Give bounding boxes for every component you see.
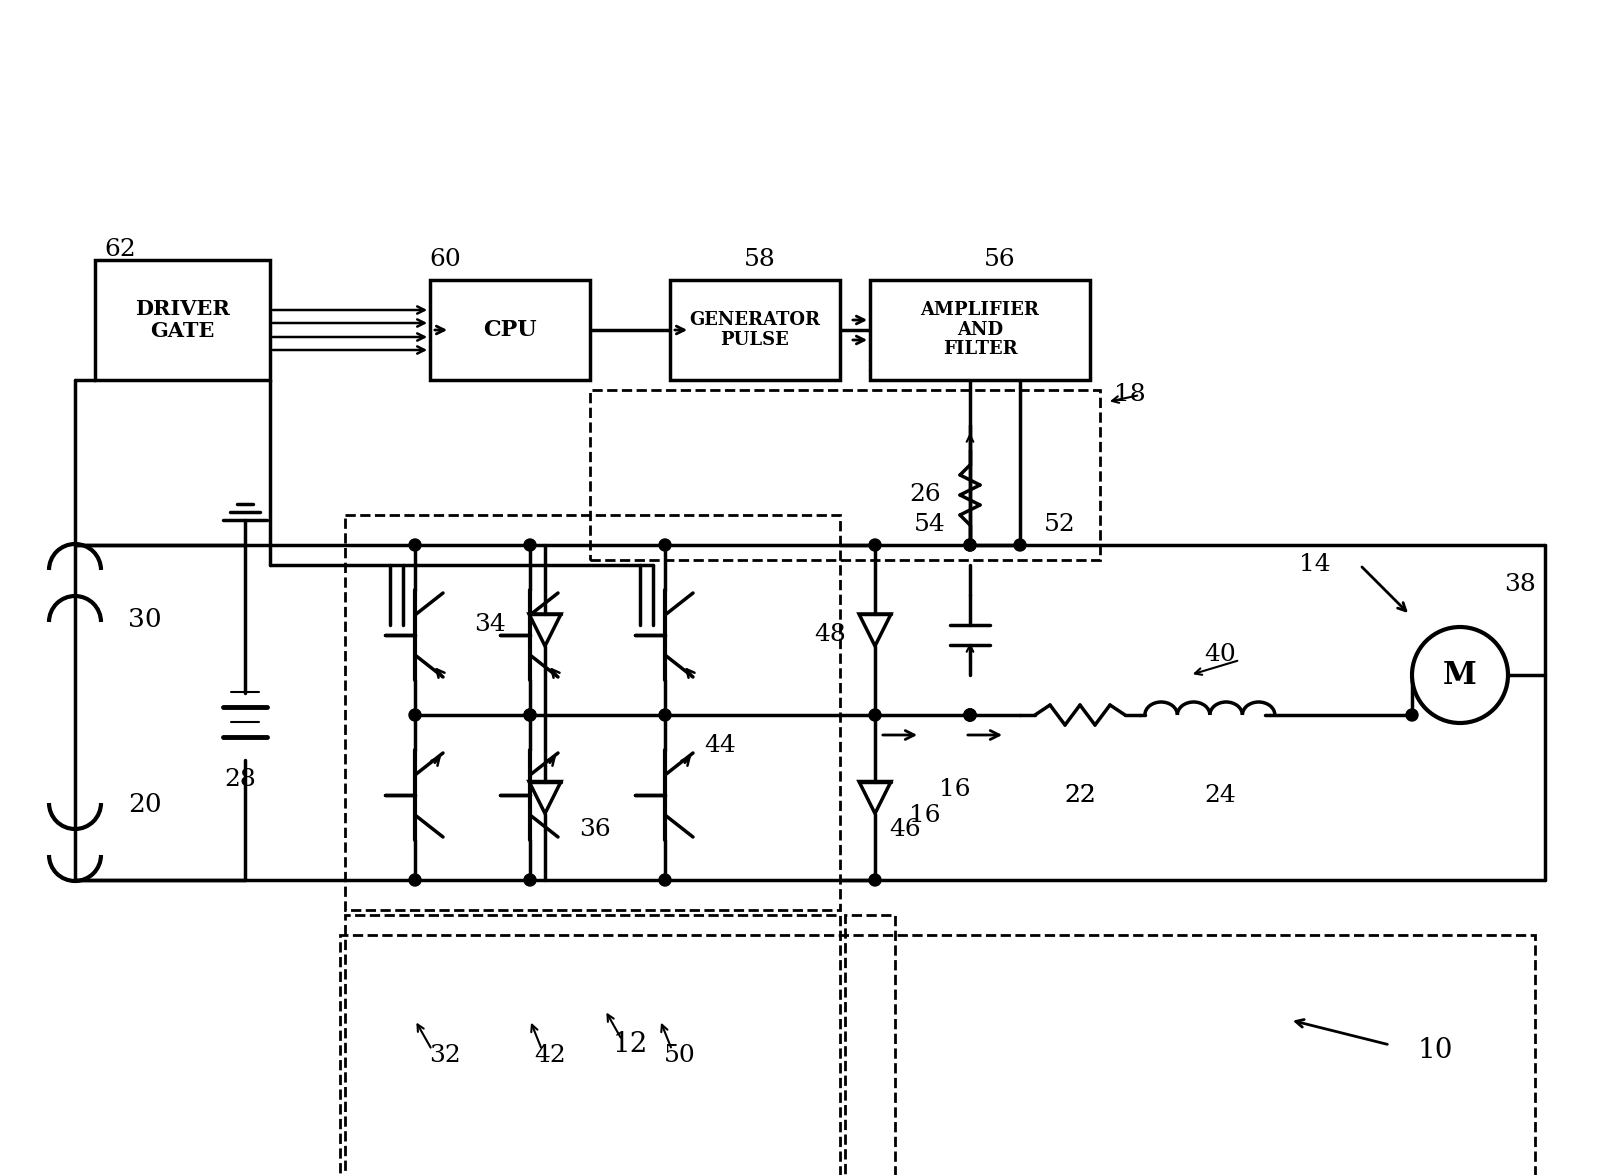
Circle shape (1410, 627, 1508, 723)
Text: FILTER: FILTER (941, 341, 1016, 358)
Text: 16: 16 (938, 779, 971, 801)
Text: 28: 28 (224, 768, 256, 792)
Circle shape (409, 874, 420, 886)
Text: M: M (1443, 659, 1475, 691)
Text: DRIVER: DRIVER (135, 298, 230, 318)
Circle shape (1406, 709, 1417, 721)
Text: 24: 24 (1203, 784, 1235, 806)
Circle shape (524, 709, 536, 721)
Circle shape (524, 709, 536, 721)
Circle shape (868, 874, 880, 886)
Text: 56: 56 (984, 248, 1016, 271)
Text: 54: 54 (914, 513, 945, 537)
Circle shape (964, 709, 975, 721)
Text: AMPLIFIER: AMPLIFIER (920, 302, 1039, 320)
Circle shape (964, 709, 975, 721)
Text: 20: 20 (128, 792, 162, 818)
Text: 48: 48 (813, 624, 846, 646)
Circle shape (964, 709, 975, 721)
Text: 32: 32 (428, 1043, 461, 1067)
Bar (844, 915, 894, 1175)
Text: 62: 62 (104, 239, 136, 262)
Circle shape (659, 874, 670, 886)
Circle shape (1013, 539, 1026, 551)
Text: 60: 60 (428, 248, 461, 271)
Bar (589, 390, 1099, 560)
Text: 18: 18 (1113, 383, 1146, 407)
Circle shape (524, 539, 536, 551)
Text: CPU: CPU (484, 318, 537, 341)
Bar (670, 280, 839, 380)
Text: 30: 30 (128, 607, 162, 632)
Bar (870, 280, 1089, 380)
Text: 16: 16 (909, 804, 940, 826)
Bar (339, 935, 1534, 1175)
Text: 38: 38 (1503, 573, 1535, 597)
Text: 12: 12 (612, 1032, 648, 1059)
Circle shape (964, 539, 975, 551)
Text: 22: 22 (1063, 784, 1096, 806)
Text: 26: 26 (909, 483, 940, 506)
Circle shape (868, 709, 880, 721)
Text: GENERATOR: GENERATOR (690, 311, 820, 329)
Circle shape (964, 539, 975, 551)
Circle shape (659, 709, 670, 721)
Text: 58: 58 (743, 248, 776, 271)
Bar (430, 280, 589, 380)
Text: 10: 10 (1417, 1036, 1453, 1063)
Text: 14: 14 (1298, 553, 1329, 577)
Circle shape (659, 539, 670, 551)
Circle shape (409, 539, 420, 551)
Text: 50: 50 (664, 1043, 695, 1067)
Text: 34: 34 (474, 613, 505, 637)
Text: GATE: GATE (151, 321, 214, 341)
Text: 42: 42 (534, 1043, 565, 1067)
Text: 46: 46 (888, 819, 920, 841)
Bar (344, 915, 839, 1175)
Text: PULSE: PULSE (721, 330, 789, 349)
Circle shape (868, 539, 880, 551)
Bar (94, 260, 269, 380)
Text: 44: 44 (704, 733, 735, 757)
Circle shape (524, 874, 536, 886)
Text: 52: 52 (1044, 513, 1074, 537)
Text: 40: 40 (1203, 644, 1235, 666)
Text: 36: 36 (579, 819, 610, 841)
Text: 22: 22 (1063, 784, 1096, 806)
Circle shape (409, 709, 420, 721)
Text: AND: AND (956, 321, 1003, 340)
Bar (344, 515, 839, 909)
